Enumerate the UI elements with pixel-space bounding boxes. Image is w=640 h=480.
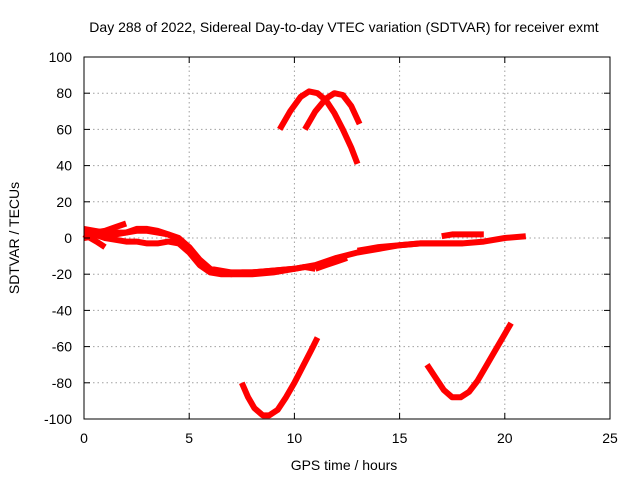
x-tick-label: 25: [602, 430, 618, 446]
chart-title: Day 288 of 2022, Sidereal Day-to-day VTE…: [89, 19, 598, 35]
x-tick-label: 15: [392, 430, 408, 446]
y-tick-label: 100: [49, 49, 73, 65]
y-tick-label: -80: [52, 375, 72, 391]
y-tick-label: 60: [56, 121, 72, 137]
y-tick-label: 40: [56, 158, 72, 174]
grid: [84, 57, 610, 419]
ticks: 0 5 10 15 20 25 -100 -80 -60 -40 -20 0 20 40 60 80 100: [44, 49, 618, 446]
x-tick-label: 10: [287, 430, 303, 446]
series-group: [82, 88, 527, 419]
y-axis-label: SDTVAR / TECUs: [6, 182, 22, 294]
y-tick-label: 20: [56, 194, 72, 210]
series-main-4: [83, 220, 128, 236]
series-main-3: [83, 227, 316, 278]
series-arc-high-1: [277, 88, 361, 165]
y-tick-label: -20: [52, 266, 72, 282]
series-arc-low-1: [239, 336, 321, 419]
series-main-5: [82, 231, 107, 250]
y-tick-label: 0: [64, 230, 72, 246]
series-main-8: [314, 255, 348, 272]
series-main-6: [356, 240, 463, 254]
x-axis-label: GPS time / hours: [291, 457, 398, 473]
series-arc-high-2: [302, 90, 363, 131]
y-tick-label: 80: [56, 85, 72, 101]
series-arc-low-2: [424, 321, 514, 401]
plot-frame: [83, 56, 611, 420]
x-tick-label: 20: [497, 430, 513, 446]
y-tick-label: -40: [52, 302, 72, 318]
x-tick-label: 0: [80, 430, 88, 446]
x-tick-label: 5: [185, 430, 193, 446]
series-main-7: [441, 231, 484, 240]
y-tick-label: -100: [44, 411, 72, 427]
y-tick-label: -60: [52, 339, 72, 355]
